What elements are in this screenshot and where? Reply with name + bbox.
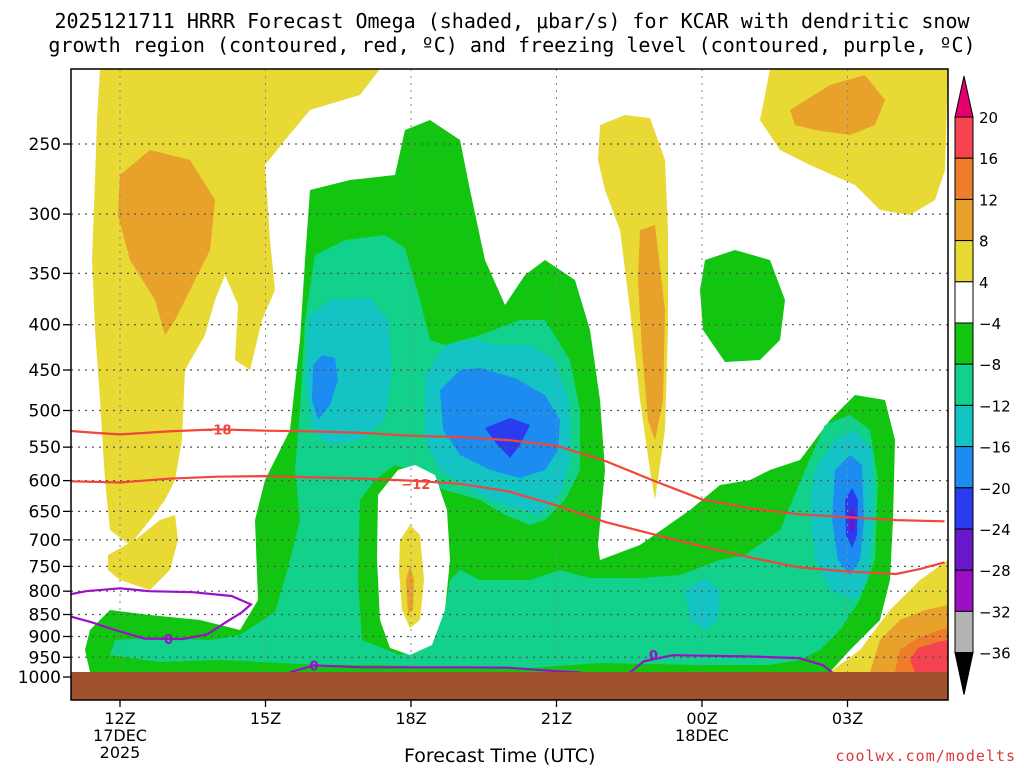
- ground-rect: [71, 672, 948, 700]
- x-tick-label: 2025: [100, 743, 141, 762]
- colorbar-label: 4: [979, 274, 989, 292]
- colorbar-band: [954, 528, 974, 571]
- x-tick-label: 15Z: [250, 709, 281, 728]
- ground-layer: [71, 672, 948, 700]
- orange-region-top-right: [790, 75, 885, 135]
- colorbar-label: −4: [979, 315, 1001, 333]
- colorbar-label: −36: [979, 645, 1011, 663]
- grid-lines: [71, 69, 948, 672]
- y-tick-label: 500: [29, 402, 61, 422]
- colorbar-bottom-arrow: [954, 652, 974, 695]
- colorbar-band: [954, 363, 974, 406]
- purple-core-right: [849, 507, 855, 534]
- colorbar-band: [954, 157, 974, 200]
- colorbar-band: [954, 240, 974, 283]
- y-tick-label: 550: [29, 438, 61, 458]
- orange-region-mid: [638, 225, 665, 440]
- x-tick-label: 12Z: [104, 709, 135, 728]
- x-tick-label: 18Z: [395, 709, 426, 728]
- colorbar-band: [954, 446, 974, 489]
- colorbar-label: −28: [979, 562, 1011, 580]
- x-tick-label: 00Z: [686, 709, 717, 728]
- x-tick-label: 03Z: [832, 709, 863, 728]
- contour-dgz_-12: [71, 474, 945, 576]
- colorbar-band: [954, 404, 974, 448]
- colorbar-band: [954, 281, 974, 324]
- x-axis-label: Forecast Time (UTC): [404, 745, 596, 767]
- contour-label-freezing_0_a: 0: [164, 633, 173, 648]
- colorbar-band: [954, 487, 974, 530]
- contour-lines: −18 −12 0 0 0: [71, 423, 945, 674]
- colorbar-label: 16: [979, 150, 998, 168]
- contour-freezing_0_a: [71, 587, 253, 641]
- x-tick-label: 18DEC: [675, 726, 729, 745]
- colorbar-band: [954, 322, 974, 365]
- colorbar-band: [954, 198, 974, 242]
- colorbar: 20 16 12 8 4 −4 −8 −12 −16 −20 −24 −28 −32 −36: [954, 75, 1011, 695]
- colorbar-label: −8: [979, 356, 1001, 374]
- y-tick-label: 1000: [18, 668, 61, 688]
- blue-region-left: [312, 355, 338, 420]
- y-tick-label: 650: [29, 502, 61, 522]
- y-tick-label: 850: [29, 606, 61, 626]
- green-region-upper-right: [700, 250, 785, 362]
- contour-label-freezing_0_c: 0: [649, 649, 658, 664]
- y-tick-label: 400: [29, 316, 61, 336]
- chart-title-line1: 2025121711 HRRR Forecast Omega (shaded, …: [54, 9, 970, 33]
- credit-text: coolwx.com/modelts: [835, 747, 1016, 765]
- contour-label-dgz_-12: −12: [401, 478, 430, 493]
- contour-dgz_-18: [71, 428, 945, 523]
- colorbar-label: 12: [979, 191, 998, 209]
- y-tick-label: 350: [29, 264, 61, 284]
- y-tick-label: 900: [29, 627, 61, 647]
- x-tick-label: 17DEC: [93, 726, 147, 745]
- cyan-region-lower: [685, 578, 720, 630]
- y-tick-label: 950: [29, 648, 61, 668]
- colorbar-top-arrow: [954, 75, 974, 118]
- contour-freezing_0_b: [289, 664, 581, 674]
- darkblue-region-center: [485, 418, 530, 458]
- chart-title-line2: growth region (contoured, red, ºC) and f…: [48, 33, 976, 57]
- contour-freezing_0_c: [628, 654, 834, 674]
- contour-label-freezing_0_b: 0: [309, 659, 318, 674]
- y-tick-label: 300: [29, 205, 61, 225]
- contour-label-dgz_-18: −18: [203, 423, 232, 438]
- y-tick-label: 750: [29, 557, 61, 577]
- colorbar-label: 20: [979, 109, 998, 127]
- plot-border: [70, 68, 949, 701]
- omega-shading: [85, 69, 948, 672]
- y-tick-label: 800: [29, 582, 61, 602]
- y-axis: 2503003504004505005506006507007508008509…: [18, 135, 71, 688]
- colorbar-label: −12: [979, 397, 1011, 415]
- y-tick-label: 700: [29, 531, 61, 551]
- orange-region-left: [118, 150, 215, 335]
- plot-frame: [70, 68, 949, 701]
- orange-oval-inner: [406, 565, 414, 614]
- colorbar-band: [954, 610, 974, 654]
- colorbar-label: −24: [979, 521, 1011, 539]
- colorbar-label: −16: [979, 439, 1011, 457]
- colorbar-label: −32: [979, 603, 1011, 621]
- y-tick-label: 600: [29, 472, 61, 492]
- colorbar-label: −20: [979, 480, 1011, 498]
- colorbar-label: 8: [979, 233, 989, 251]
- x-tick-label: 21Z: [541, 709, 572, 728]
- y-tick-label: 450: [29, 361, 61, 381]
- colorbar-band: [954, 116, 974, 159]
- red-region: [910, 640, 948, 672]
- y-tick-label: 250: [29, 135, 61, 155]
- yellow-region-left-low: [108, 515, 178, 590]
- colorbar-band: [954, 569, 974, 612]
